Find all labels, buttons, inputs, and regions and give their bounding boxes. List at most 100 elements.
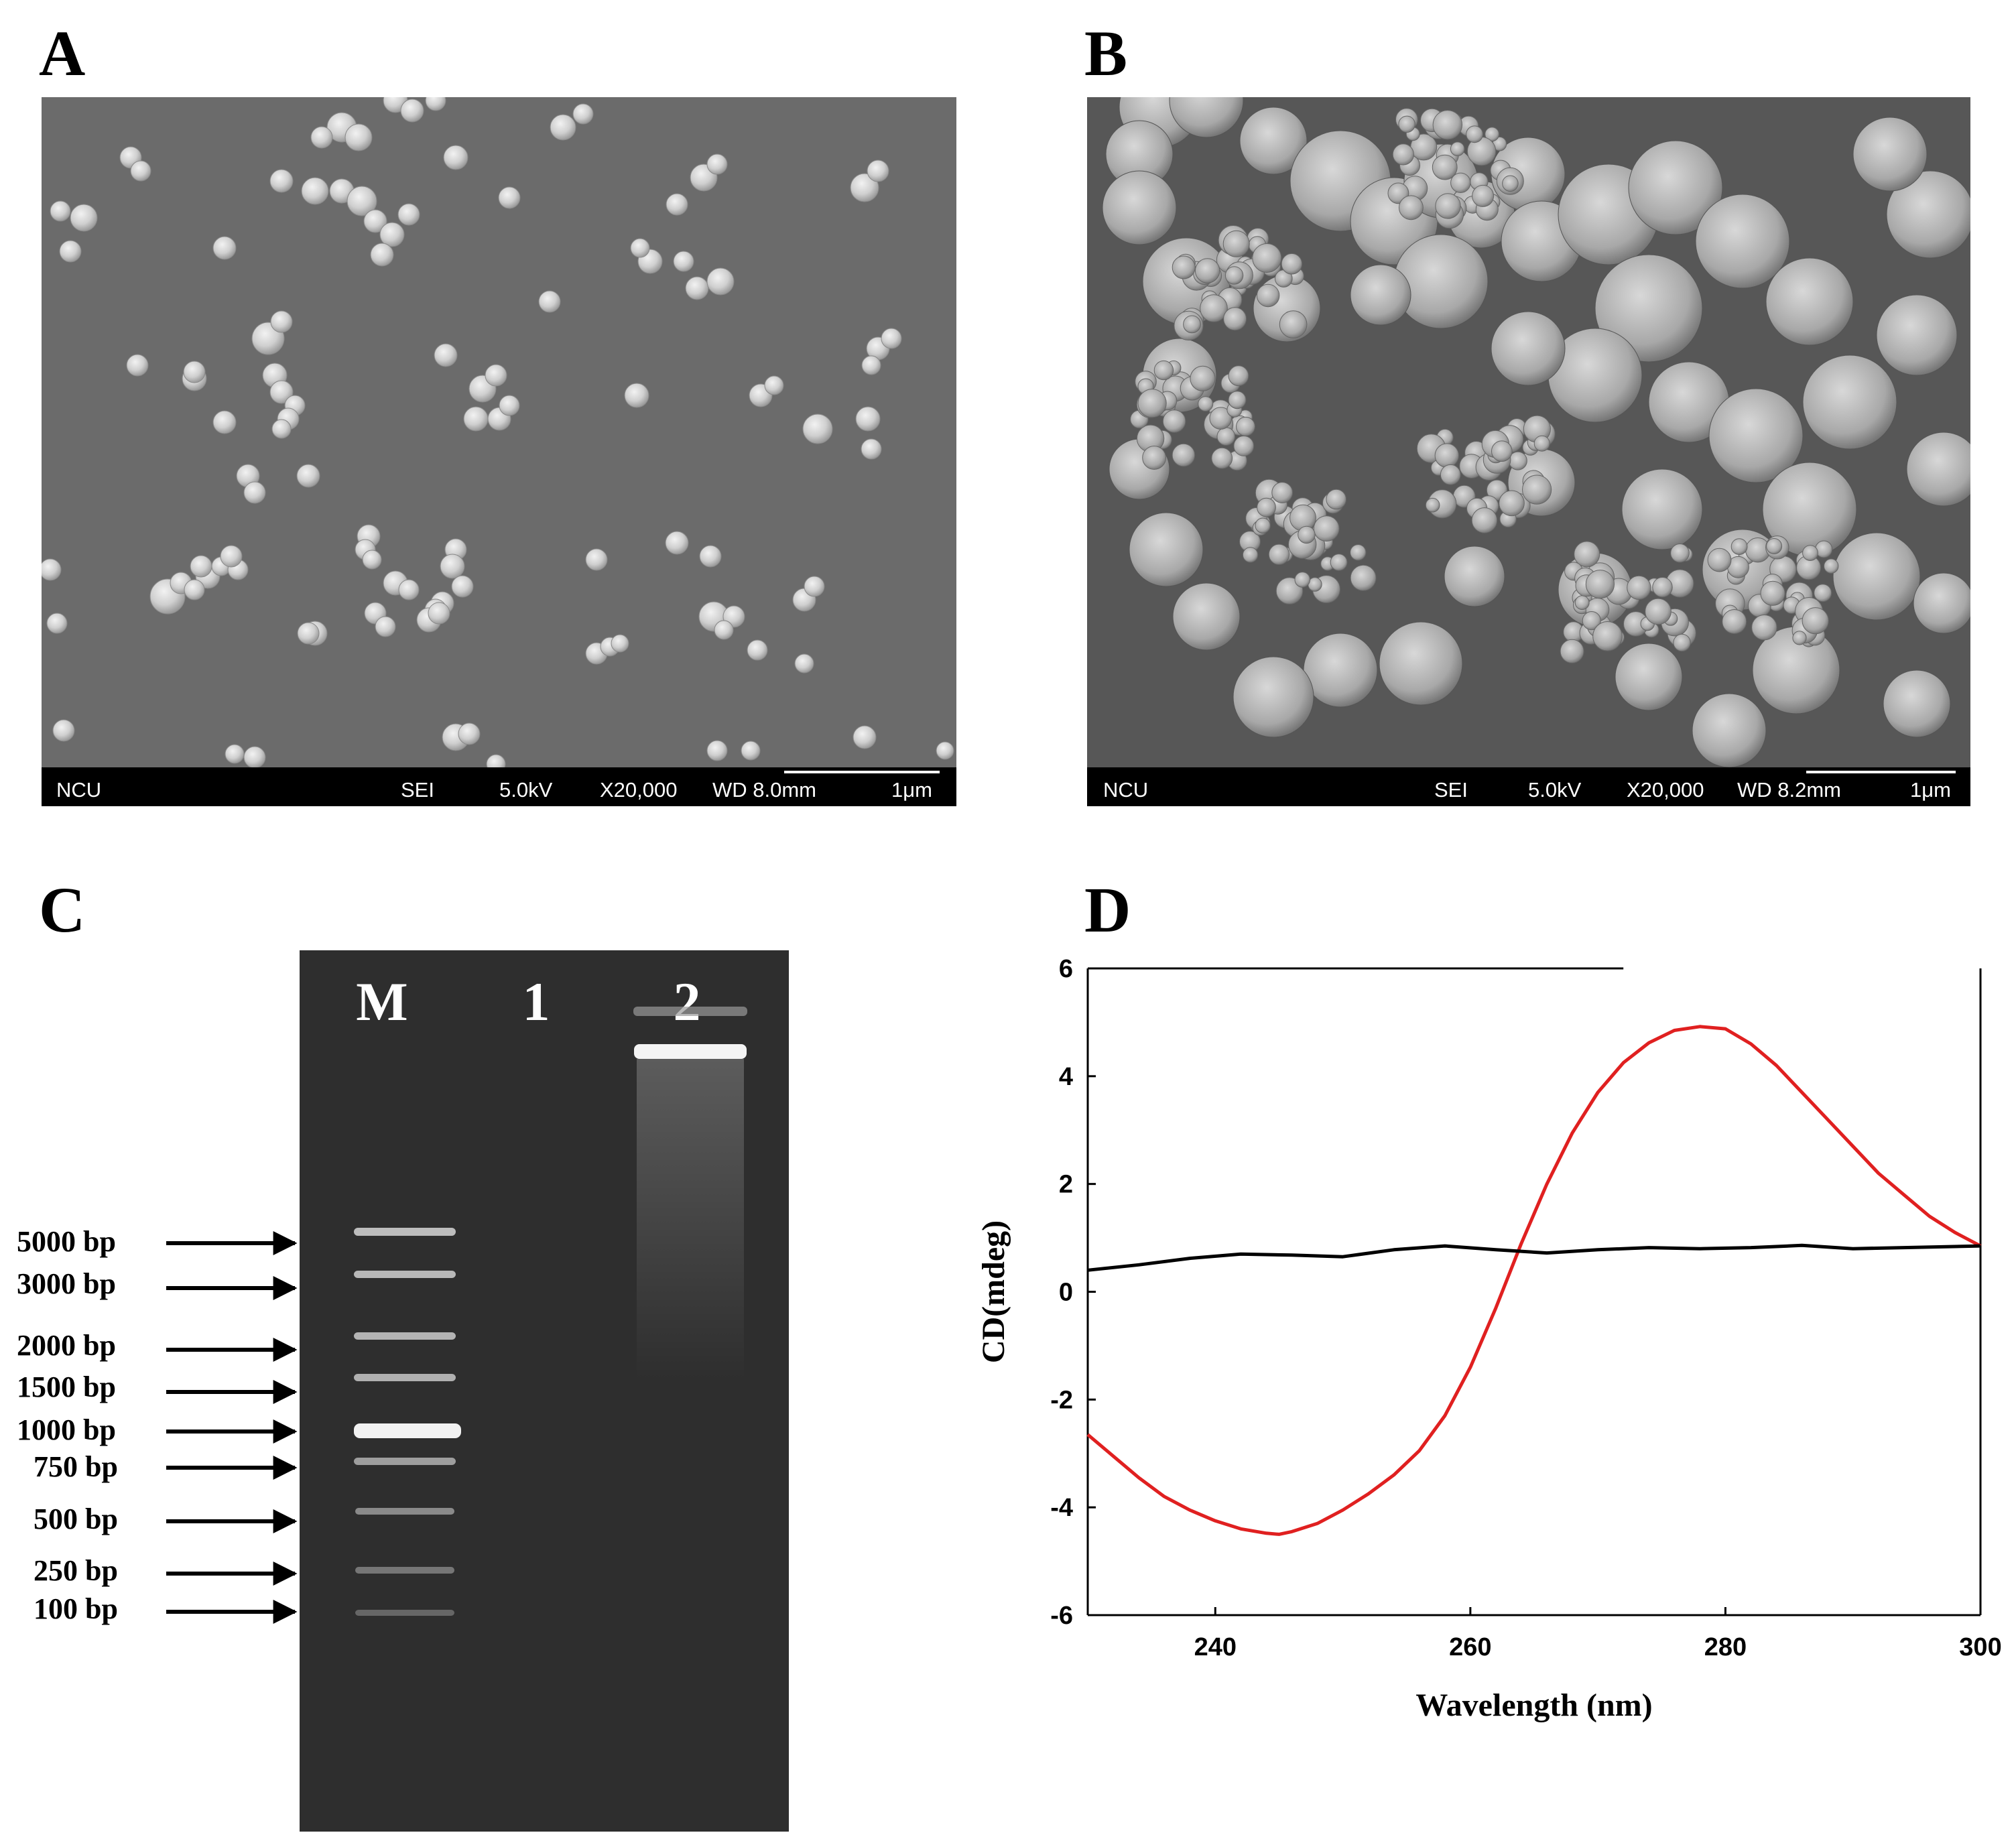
- nanoparticle: [550, 114, 576, 141]
- nanoparticle: [867, 160, 889, 182]
- small-particle: [1652, 577, 1673, 598]
- nanoparticle: [451, 575, 474, 598]
- nanoparticle: [243, 481, 266, 504]
- small-particle: [1326, 489, 1346, 510]
- lane-label-2: 2: [674, 971, 701, 1032]
- small-particle: [1802, 545, 1818, 561]
- panel-letter-b: B: [1084, 17, 1127, 89]
- small-particle: [1298, 525, 1316, 544]
- small-particle: [1730, 538, 1748, 555]
- ladder-band-250: [355, 1567, 454, 1574]
- small-particle: [1294, 572, 1311, 588]
- panel-letter-c: C: [39, 874, 85, 946]
- nanoparticle: [212, 236, 237, 260]
- particle-aggregate: [1628, 140, 1723, 235]
- gel-image: M 1 2: [300, 950, 789, 1832]
- small-particle: [1707, 548, 1732, 572]
- ladder-label-1000: 1000 bp: [17, 1413, 116, 1446]
- nanoparticle: [804, 576, 825, 597]
- sem-caption-scale-a: 1μm: [891, 778, 932, 802]
- small-particle: [1236, 416, 1255, 436]
- nanoparticle: [802, 413, 833, 444]
- x-tick-label: 300: [1959, 1633, 2001, 1661]
- series-line-2: [1087, 1243, 1981, 1272]
- nanoparticle: [212, 410, 237, 434]
- y-tick-label: -4: [1050, 1494, 1073, 1522]
- lane-label-1: 1: [523, 971, 550, 1032]
- nanoparticle: [59, 240, 82, 263]
- small-particle: [1350, 564, 1377, 591]
- nanoparticle: [499, 395, 520, 416]
- ladder-bands: [354, 1228, 461, 1616]
- nanoparticle: [375, 616, 396, 637]
- small-particle: [1466, 125, 1484, 143]
- small-particle: [1574, 541, 1600, 568]
- particle-aggregate: [1621, 468, 1703, 550]
- lane-2-well: [633, 1007, 747, 1016]
- nanoparticle: [301, 177, 329, 205]
- nanoparticle: [269, 380, 294, 404]
- small-particle: [1162, 409, 1186, 433]
- nanoparticle: [498, 186, 521, 209]
- nanoparticle: [861, 355, 881, 375]
- small-particle: [1399, 195, 1424, 220]
- sem-caption-wd-a: WD 8.0mm: [712, 778, 816, 802]
- small-particle: [1766, 538, 1783, 554]
- nanoparticle: [853, 725, 877, 749]
- nanoparticle: [400, 99, 424, 123]
- nanoparticle: [936, 741, 954, 760]
- nanoparticle: [243, 746, 266, 767]
- ladder-band-500: [355, 1508, 454, 1515]
- small-particle: [1228, 365, 1249, 387]
- lane-2-band: [634, 1044, 747, 1059]
- x-axis-title: Wavelength (nm): [1415, 1688, 1652, 1723]
- small-particle: [1252, 243, 1282, 273]
- small-particle: [1522, 474, 1552, 505]
- nanoparticle: [434, 343, 458, 367]
- y-tick-label: 4: [1059, 1063, 1073, 1091]
- small-particle: [1211, 447, 1233, 469]
- nanoparticle: [585, 548, 608, 571]
- small-particle: [1450, 141, 1465, 156]
- small-particle: [1137, 389, 1167, 418]
- nanoparticle: [666, 193, 688, 216]
- particle-aggregate: [1708, 388, 1804, 483]
- particle-aggregate: [1886, 170, 1970, 259]
- particle-aggregate: [1303, 633, 1378, 708]
- small-particle: [1432, 110, 1463, 140]
- particle-aggregate: [1491, 311, 1566, 386]
- nanoparticle: [346, 186, 377, 216]
- small-particle: [1645, 598, 1672, 625]
- nanoparticle: [50, 200, 71, 222]
- nanoparticle: [855, 406, 881, 432]
- small-particle: [1502, 175, 1519, 192]
- small-particle: [1673, 633, 1691, 652]
- particle-aggregate: [1615, 643, 1683, 711]
- ladder-band-1500: [354, 1374, 456, 1381]
- particle-aggregate: [1172, 582, 1241, 651]
- small-particle: [1281, 253, 1303, 275]
- particle-aggregate: [1913, 572, 1970, 634]
- small-particle: [1257, 497, 1276, 517]
- particle-aggregate: [1802, 355, 1897, 450]
- small-particle: [1224, 266, 1244, 285]
- nanoparticle: [485, 364, 507, 387]
- nanoparticle: [428, 602, 450, 625]
- small-particle: [1194, 258, 1220, 283]
- nanoparticle: [685, 276, 709, 300]
- small-particle: [1172, 443, 1196, 467]
- small-particle: [1560, 639, 1584, 663]
- nanoparticle: [225, 744, 245, 764]
- sem-caption-bar-b: NCU SEI 5.0kV X20,000 WD 8.2mm 1μm: [1087, 767, 1970, 806]
- small-particle: [1256, 283, 1280, 308]
- ladder-label-250: 250 bp: [34, 1554, 118, 1587]
- ladder-band-5000: [354, 1228, 456, 1236]
- nanoparticle: [190, 555, 212, 578]
- small-particle: [1450, 172, 1471, 193]
- small-particle: [1190, 365, 1216, 391]
- ladder-label-750: 750 bp: [34, 1450, 118, 1483]
- ladder-label-100: 100 bp: [34, 1592, 118, 1625]
- nanoparticle: [398, 579, 420, 600]
- small-particle: [1200, 294, 1228, 322]
